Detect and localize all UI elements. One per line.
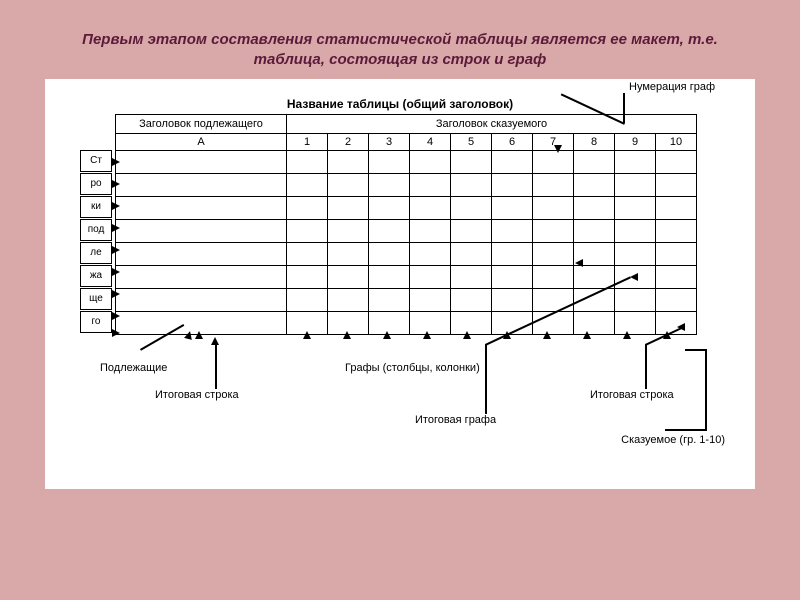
side-row: ще <box>80 288 112 310</box>
side-row: ро <box>80 173 112 195</box>
side-row: ки <box>80 196 112 218</box>
col-arrow-icon <box>303 331 311 339</box>
page-title: Первым этапом составления статистической… <box>0 0 800 79</box>
col-arrow-icon <box>195 331 203 339</box>
row-arrow-icon <box>112 312 120 320</box>
predicate-bracket-v <box>705 349 707 429</box>
subjects-label: Подлежащие <box>100 362 167 374</box>
header-predicate: Заголовок сказуемого <box>287 115 697 134</box>
predicate-cols-label: Сказуемое (гр. 1-10) <box>621 434 725 446</box>
side-row: Ст <box>80 150 112 172</box>
col-7: 7 <box>533 134 574 151</box>
cell <box>116 266 287 289</box>
col-1: 1 <box>287 134 328 151</box>
side-row: под <box>80 219 112 241</box>
total-row-right-label: Итоговая строка <box>590 389 674 401</box>
side-row: жа <box>80 265 112 287</box>
predicate-bracket-h1 <box>685 349 707 351</box>
side-row: го <box>80 311 112 333</box>
table-title-label: Название таблицы (общий заголовок) <box>287 97 513 111</box>
row-arrow-icon <box>112 246 120 254</box>
col-arrow-icon <box>423 331 431 339</box>
col-6: 6 <box>492 134 533 151</box>
side-labels: Ст ро ки под ле жа ще го <box>80 150 112 334</box>
row-arrow-icon <box>112 158 120 166</box>
col-arrow-icon <box>583 331 591 339</box>
cell <box>116 220 287 243</box>
row-arrow-icon <box>112 268 120 276</box>
col-9: 9 <box>615 134 656 151</box>
cell <box>116 243 287 266</box>
total-row-left-line <box>215 344 217 389</box>
total-column-arrow-icon <box>630 273 638 281</box>
col-2: 2 <box>328 134 369 151</box>
total-row-left-label: Итоговая строка <box>155 389 239 401</box>
col-arrow-icon <box>543 331 551 339</box>
total-column-line <box>485 344 487 414</box>
row-arrow-icon <box>112 180 120 188</box>
statistical-table: Заголовок подлежащего Заголовок сказуемо… <box>115 114 697 335</box>
subjects-arrow-icon <box>184 330 194 340</box>
col-arrow-icon <box>623 331 631 339</box>
col-a: А <box>116 134 287 151</box>
cell <box>116 289 287 312</box>
cell <box>116 174 287 197</box>
col-4: 4 <box>410 134 451 151</box>
col-5: 5 <box>451 134 492 151</box>
diagram-area: Название таблицы (общий заголовок) Нумер… <box>45 79 755 489</box>
cell <box>116 197 287 220</box>
header-subject: Заголовок подлежащего <box>116 115 287 134</box>
col-10: 10 <box>656 134 697 151</box>
total-row-right-line <box>645 344 647 389</box>
numbering-label: Нумерация граф <box>629 81 715 93</box>
columns-caption-label: Графы (столбцы, колонки) <box>345 362 480 374</box>
col-8: 8 <box>574 134 615 151</box>
col-arrow-icon <box>343 331 351 339</box>
total-row-right-arrow-icon <box>677 323 685 331</box>
bottom-row-arrow-icon <box>112 329 120 337</box>
total-column-label: Итоговая графа <box>415 414 496 426</box>
predicate-bracket-h2 <box>665 429 707 431</box>
total-row-left-arrow-icon <box>211 337 219 345</box>
col-arrow-icon <box>463 331 471 339</box>
col-arrow-icon <box>383 331 391 339</box>
inner-left-arrow-icon <box>575 259 583 267</box>
row-arrow-icon <box>112 290 120 298</box>
row-arrow-icon <box>112 224 120 232</box>
row-arrow-icon <box>112 202 120 210</box>
cell <box>116 151 287 174</box>
col-3: 3 <box>369 134 410 151</box>
side-row: ле <box>80 242 112 264</box>
